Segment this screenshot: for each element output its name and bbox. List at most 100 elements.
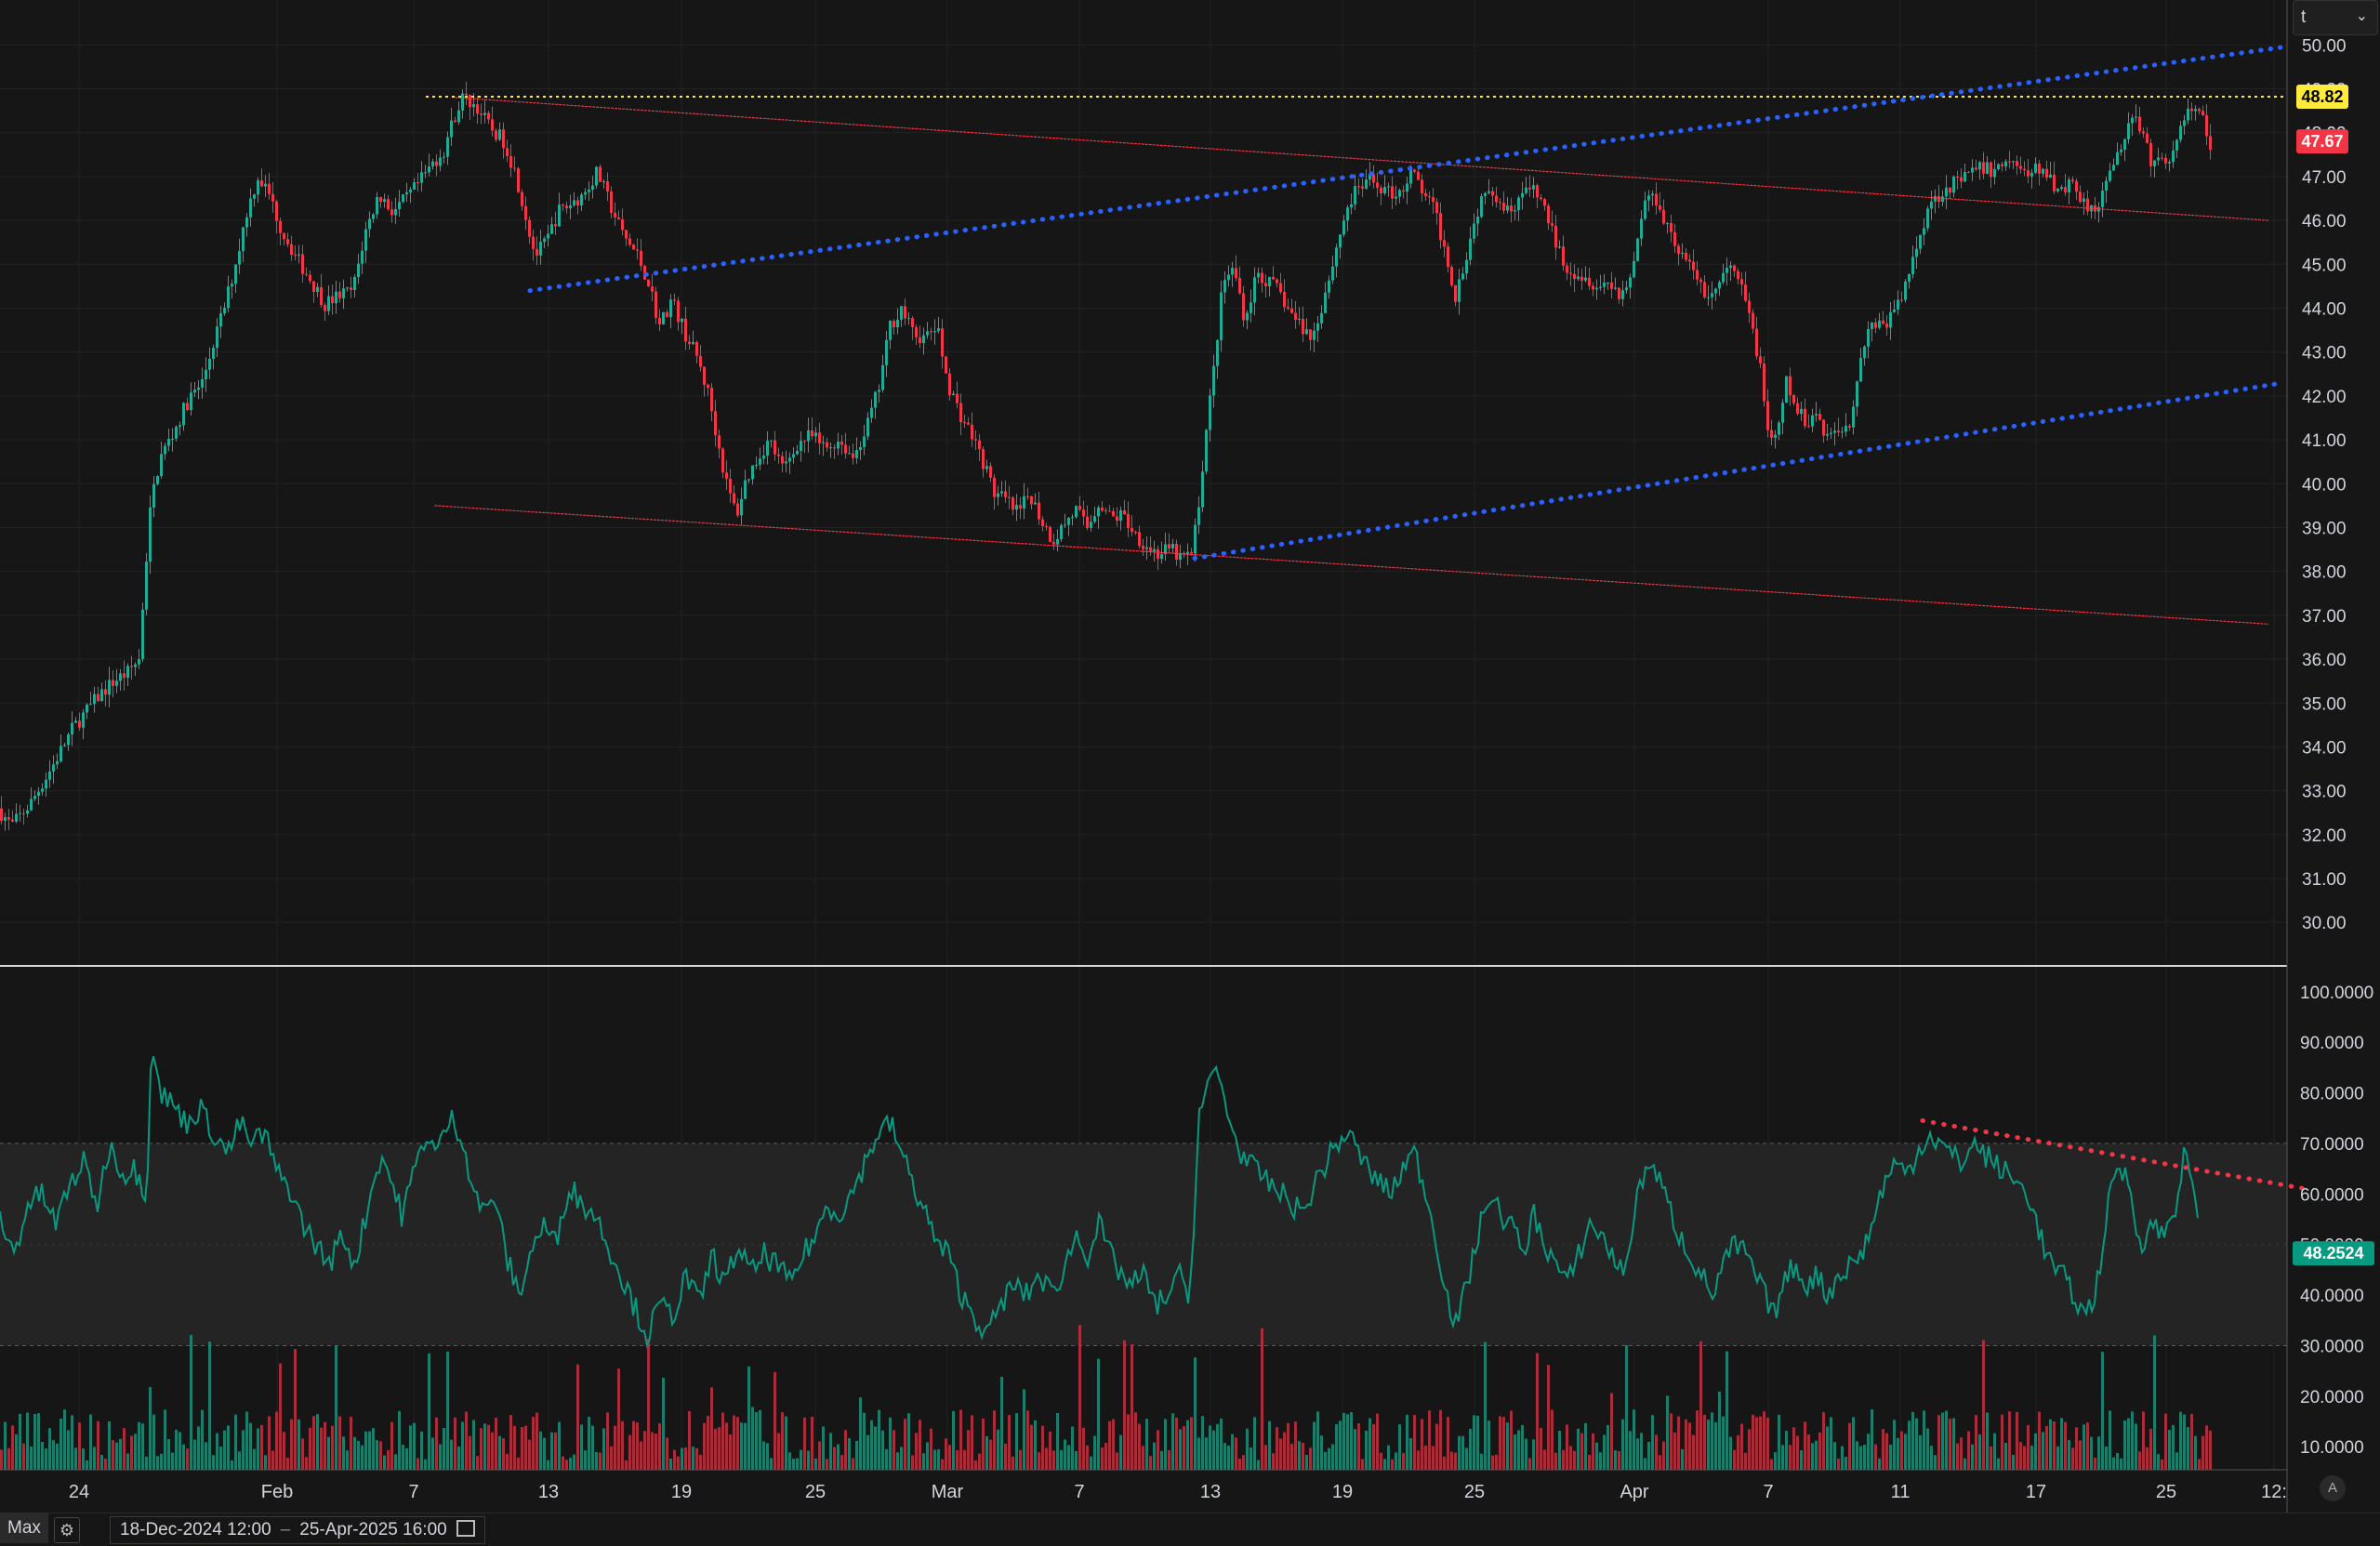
rsi-axis[interactable]: 100.000090.000080.000070.000060.000050.0… bbox=[2300, 984, 2373, 1458]
volume-bar bbox=[1889, 1444, 1892, 1470]
candle-up bbox=[1368, 174, 1371, 180]
candle-up bbox=[2105, 180, 2108, 191]
candle-up bbox=[1350, 204, 1353, 208]
gear-icon[interactable]: ⚙ bbox=[54, 1517, 80, 1543]
candle-down bbox=[260, 180, 263, 187]
volume-bar bbox=[989, 1439, 992, 1470]
volume-bar bbox=[2064, 1421, 2067, 1470]
range-max-button[interactable]: Max bbox=[0, 1513, 48, 1543]
candle-up bbox=[1253, 277, 1256, 303]
volume-bar bbox=[1841, 1446, 1844, 1470]
volume-bar bbox=[1707, 1420, 1710, 1470]
candle-up bbox=[937, 328, 940, 332]
volume-bar bbox=[948, 1445, 951, 1470]
volume-bar bbox=[941, 1459, 944, 1470]
price-axis[interactable]: 50.0049.0048.0047.0046.0045.0044.0043.00… bbox=[2302, 36, 2347, 933]
date-range-separator: – bbox=[280, 1520, 291, 1539]
candle-up bbox=[115, 681, 118, 686]
candle-down bbox=[1101, 507, 1104, 511]
candle-down bbox=[528, 219, 531, 237]
volume-bar bbox=[1424, 1445, 1427, 1470]
date-range-selector[interactable]: 18-Dec-2024 12:00–25-Apr-2025 16:00 bbox=[110, 1516, 485, 1544]
candle-down bbox=[1138, 532, 1141, 546]
candle-down bbox=[852, 453, 854, 458]
candle-down bbox=[294, 255, 297, 257]
candle-up bbox=[829, 447, 832, 449]
volume-bar bbox=[212, 1455, 215, 1470]
candle-up bbox=[2123, 139, 2126, 150]
volume-bar bbox=[2109, 1410, 2111, 1470]
candle-down bbox=[677, 300, 680, 323]
volume-bar bbox=[175, 1429, 178, 1470]
candle-up bbox=[223, 308, 226, 313]
candle-up bbox=[446, 137, 449, 157]
candle-down bbox=[1402, 190, 1405, 192]
candle-down bbox=[2008, 161, 2011, 163]
candle-up bbox=[1164, 544, 1167, 555]
candle-down bbox=[959, 403, 962, 423]
time-axis[interactable]: 24 Feb 7 13 19 25 Mar 7 13 19 25 Apr 7 11 17 25 12: bbox=[69, 1482, 2287, 1502]
candle-down bbox=[1421, 179, 1423, 194]
candle-up bbox=[353, 277, 356, 291]
volume-bar bbox=[617, 1368, 620, 1470]
volume-bar bbox=[543, 1437, 546, 1470]
volume-bar bbox=[1279, 1438, 1282, 1470]
volume-bar bbox=[1941, 1412, 1944, 1470]
candle-down bbox=[2016, 161, 2018, 166]
candle-up bbox=[1714, 288, 1717, 294]
volume-bar bbox=[796, 1458, 799, 1470]
candle-down bbox=[1804, 408, 1806, 427]
candle-down bbox=[982, 449, 985, 469]
candle-up bbox=[4, 817, 7, 821]
volume-bar bbox=[167, 1439, 170, 1470]
volume-bar bbox=[755, 1411, 758, 1470]
volume-bar bbox=[1885, 1433, 1888, 1470]
volume-bar bbox=[260, 1425, 263, 1470]
volume-bar bbox=[56, 1443, 59, 1470]
candle-down bbox=[1885, 324, 1888, 328]
volume-bar bbox=[1450, 1451, 1453, 1470]
auto-scale-button[interactable]: A bbox=[2320, 1475, 2346, 1501]
volume-bar bbox=[2004, 1443, 2007, 1470]
symbol-selector[interactable]: t ⌄ bbox=[2293, 0, 2378, 35]
candle-up bbox=[346, 287, 349, 289]
volume-bar bbox=[1990, 1446, 1992, 1470]
rsi-tick-label: 80.0000 bbox=[2300, 1085, 2364, 1104]
volume-bar bbox=[67, 1430, 70, 1470]
candle-up bbox=[2157, 157, 2160, 161]
candle-up bbox=[788, 457, 791, 462]
candle-down bbox=[1766, 401, 1769, 430]
candle-down bbox=[502, 129, 505, 149]
candle-up bbox=[751, 465, 754, 480]
calendar-icon[interactable] bbox=[456, 1519, 475, 1537]
candle-up bbox=[242, 227, 245, 252]
volume-bar bbox=[1302, 1443, 1304, 1470]
volume-bar bbox=[1566, 1424, 1568, 1470]
volume-bar bbox=[1688, 1422, 1691, 1470]
candle-up bbox=[855, 450, 858, 458]
volume-bar bbox=[1038, 1452, 1040, 1470]
volume-bar bbox=[1488, 1420, 1490, 1470]
time-tick-label: 25 bbox=[1464, 1482, 1485, 1502]
volume-bar bbox=[394, 1454, 397, 1470]
time-tick-label: Feb bbox=[261, 1482, 293, 1502]
volume-bar bbox=[1473, 1415, 1475, 1470]
volume-bar bbox=[1733, 1449, 1736, 1470]
volume-bar bbox=[1859, 1446, 1862, 1470]
price-tick-label: 41.00 bbox=[2302, 431, 2347, 451]
volume-bar bbox=[606, 1412, 609, 1470]
candle-up bbox=[1952, 176, 1955, 193]
volume-bar bbox=[896, 1452, 899, 1470]
candle-up bbox=[1461, 273, 1464, 280]
volume-bar bbox=[119, 1438, 122, 1470]
candle-up bbox=[681, 318, 683, 323]
volume-bar bbox=[1763, 1411, 1765, 1470]
candle-up bbox=[662, 311, 665, 324]
volume-bar bbox=[852, 1458, 854, 1470]
candle-down bbox=[390, 209, 393, 216]
volume-bar bbox=[710, 1387, 713, 1470]
volume-bar bbox=[1699, 1341, 1702, 1470]
volume-bar bbox=[1298, 1441, 1301, 1470]
trend-drawings[interactable] bbox=[426, 45, 2287, 625]
